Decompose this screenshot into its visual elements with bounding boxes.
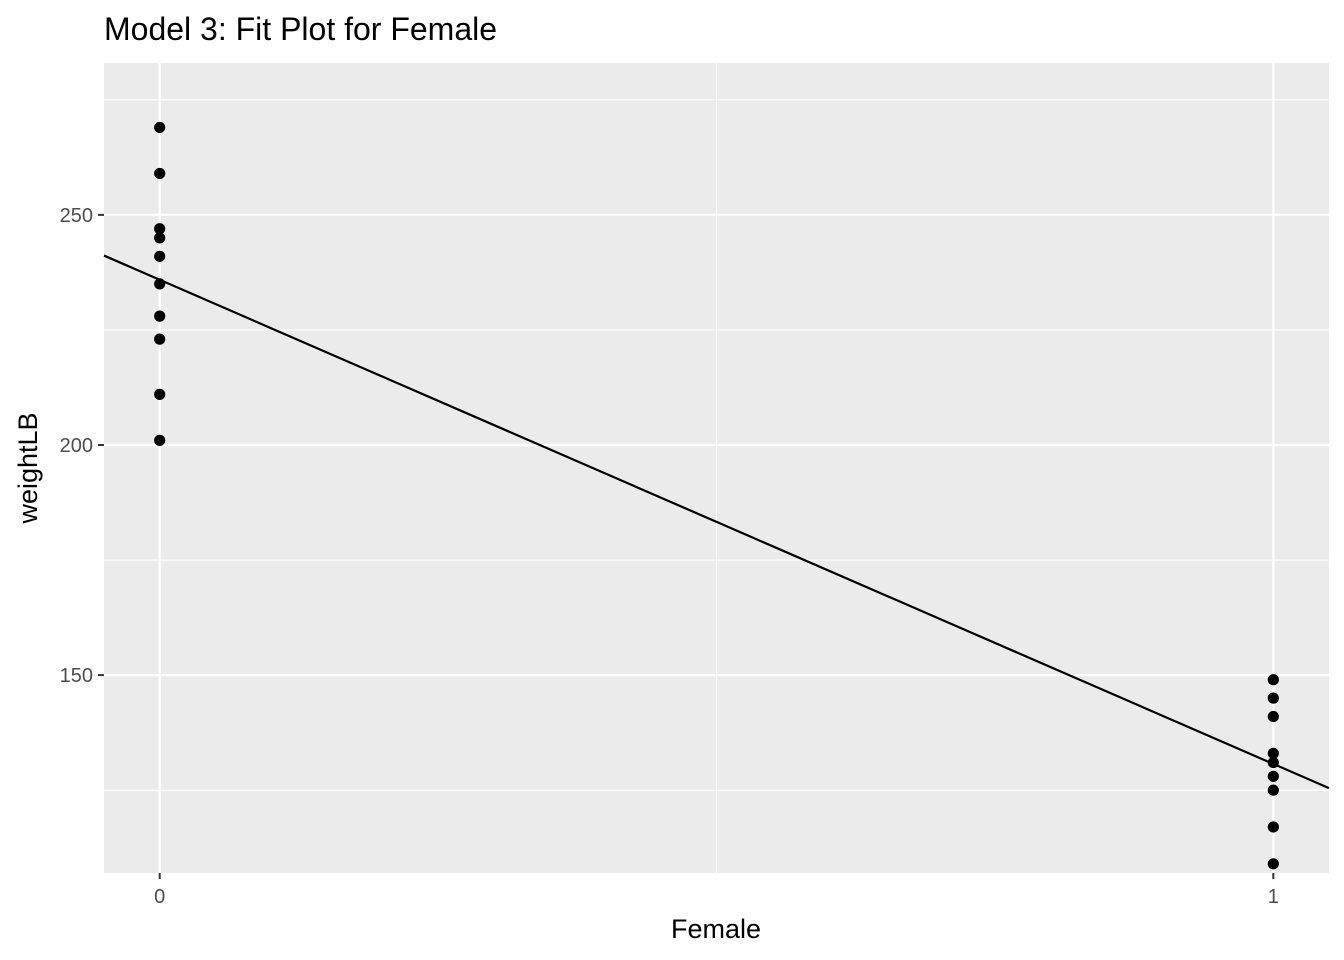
- x-tick-label: 0: [154, 886, 165, 908]
- data-point: [154, 232, 166, 244]
- y-axis: 150 200 250: [60, 205, 104, 687]
- grid-minor: [104, 63, 1329, 873]
- data-point: [1267, 784, 1279, 796]
- data-points: [154, 121, 1279, 870]
- data-point: [1267, 770, 1279, 782]
- data-point: [154, 388, 166, 400]
- chart-title: Model 3: Fit Plot for Female: [104, 11, 497, 47]
- data-point: [1267, 756, 1279, 769]
- data-point: [154, 167, 166, 180]
- data-point: [1267, 858, 1279, 870]
- data-point: [154, 310, 166, 322]
- x-axis-title: Female: [671, 914, 761, 944]
- data-point: [154, 223, 166, 235]
- data-point: [154, 333, 166, 345]
- grid-major: [104, 63, 1329, 873]
- data-point: [154, 250, 166, 262]
- data-point: [1267, 674, 1279, 686]
- data-point: [154, 278, 166, 290]
- y-tick-label: 200: [60, 435, 93, 457]
- y-tick-label: 250: [60, 205, 93, 227]
- data-point: [1267, 821, 1279, 833]
- fit-line-layer: [103, 254, 1330, 790]
- x-tick-label: 1: [1268, 886, 1279, 908]
- data-point: [154, 121, 166, 134]
- data-point: [1267, 747, 1279, 759]
- y-tick-label: 150: [60, 665, 93, 687]
- data-point: [1267, 692, 1279, 704]
- data-point: [154, 434, 166, 446]
- y-axis-title: weightLB: [13, 412, 43, 524]
- data-point: [1267, 710, 1279, 723]
- fit-line: [103, 254, 1330, 790]
